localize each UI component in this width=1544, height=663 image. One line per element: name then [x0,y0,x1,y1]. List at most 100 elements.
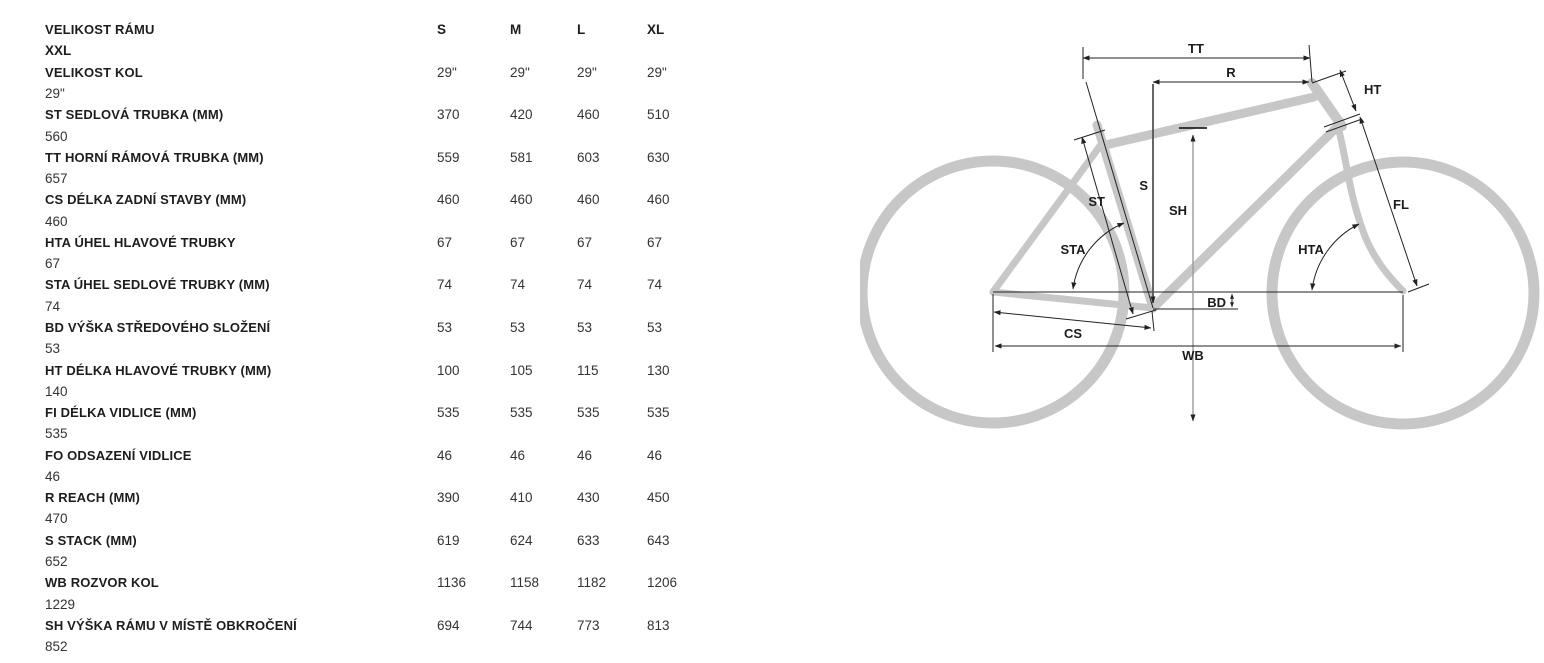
cell-value: 67 [437,234,453,250]
row-label: CS DÉLKA ZADNÍ STAVBY (MM) [45,192,247,208]
cell-value: 74 [437,277,453,293]
cell-value: 652 [45,553,68,569]
cell-value: 390 [437,490,460,506]
cell-value: 852 [45,639,68,655]
cell-value: 535 [577,405,600,421]
table-row: STA ÚHEL SEDLOVÉ TRUBKY (MM) 74 74 74 74 74 [45,274,845,317]
cell-value: 460 [577,107,600,123]
cell-value: 460 [577,192,600,208]
cs-tick-right [1151,310,1155,332]
cell-value: 581 [510,149,533,165]
table-row: TT HORNÍ RÁMOVÁ TRUBKA (MM) 559 581 603 630 6… [45,147,845,190]
size-column-header-l: L [577,22,586,38]
table-row: S STACK (MM) 619 624 633 643 652 [45,530,845,573]
label-cs: CS [1064,326,1082,341]
label-r: R [1226,65,1236,80]
cell-value: 773 [577,617,600,633]
cell-value: 559 [437,149,460,165]
row-label: VELIKOST KOL [45,64,143,80]
cell-value: 510 [647,107,670,123]
tt-extension-right [1308,44,1313,83]
label-st: ST [1088,194,1105,209]
cell-value: 46 [647,447,663,463]
cell-value: 1182 [577,575,607,591]
geometry-table-rows: VELIKOST KOL 29" 29" 29" 29" 29" ST SEDLOVÁ TR… [45,62,845,658]
ht-tick-top [1311,70,1347,84]
cell-value: 74 [577,277,593,293]
cell-value: 460 [510,192,533,208]
cell-value: 694 [437,617,460,633]
cell-value: 53 [510,319,526,335]
table-row: BD VÝŠKA STŘEDOVÉHO SLOŽENÍ 53 53 53 53 53 [45,317,845,360]
cell-value: 105 [510,362,533,378]
dimension-group [992,44,1430,422]
cell-value: 619 [437,532,460,548]
cell-value: 46 [45,468,61,484]
table-row: R REACH (MM) 390 410 430 450 470 [45,487,845,530]
row-label: ST SEDLOVÁ TRUBKA (MM) [45,107,224,123]
cell-value: 630 [647,149,670,165]
cell-value: 74 [510,277,526,293]
row-label: FI DÉLKA VIDLICE (MM) [45,405,197,421]
ht-tick-bottom-1 [1323,113,1361,128]
label-fl: FL [1393,197,1409,212]
cell-value: 67 [577,234,593,250]
cell-value: 46 [577,447,593,463]
cell-value: 1158 [510,575,540,591]
cell-value: 67 [647,234,663,250]
cell-value: 460 [647,192,670,208]
row-label: S STACK (MM) [45,532,137,548]
table-header-row: VELIKOST RÁMU S M L XL XXL [45,19,845,62]
cell-value: 53 [437,319,453,335]
cell-value: 115 [577,362,599,378]
size-column-header-xl: XL [647,22,665,38]
cell-value: 633 [577,532,600,548]
frame-group [856,78,1540,430]
cell-value: 29" [45,85,65,101]
cell-value: 560 [45,128,68,144]
fork-length-dimension [1359,116,1418,287]
row-label: STA ÚHEL SEDLOVÉ TRUBKY (MM) [45,277,270,293]
bike-diagram-svg: TT R HT ST S SH FL STA HTA BD CS WB [856,41,1540,430]
size-column-header-xxl: XXL [45,43,72,59]
row-label: TT HORNÍ RÁMOVÁ TRUBKA (MM) [45,149,264,165]
cell-value: 535 [647,405,670,421]
cell-value: 46 [510,447,526,463]
table-row: HT DÉLKA HLAVOVÉ TRUBKY (MM) 100 105 115 130… [45,359,845,402]
cell-value: 130 [647,362,670,378]
cell-value: 813 [647,617,670,633]
cell-value: 140 [45,383,68,399]
cell-value: 100 [437,362,460,378]
cell-value: 460 [45,213,68,229]
row-label: R REACH (MM) [45,490,140,506]
row-label: BD VÝŠKA STŘEDOVÉHO SLOŽENÍ [45,319,271,335]
row-label: HTA ÚHEL HLAVOVÉ TRUBKY [45,234,236,250]
cell-value: 450 [647,490,670,506]
cell-value: 624 [510,532,533,548]
top-tube [1096,92,1319,151]
table-row: VELIKOST KOL 29" 29" 29" 29" 29" [45,62,845,105]
cell-value: 420 [510,107,533,123]
bike-geometry-diagram: TT R HT ST S SH FL STA HTA BD CS WB [856,0,1544,658]
cell-value: 29" [647,64,667,80]
front-axle-tick [1407,283,1430,293]
geometry-table: VELIKOST RÁMU S M L XL XXL VELIKOST KOL 2… [45,19,845,657]
head-tube [1307,78,1347,131]
cell-value: 535 [45,426,68,442]
head-angle-arc [1310,223,1360,291]
cell-value: 67 [45,256,61,272]
label-tt: TT [1188,41,1204,56]
label-wb: WB [1182,348,1204,363]
label-sta: STA [1060,242,1086,257]
cell-value: 370 [437,107,460,123]
cell-value: 29" [437,64,457,80]
cell-value: 643 [647,532,670,548]
row-label: FO ODSAZENÍ VIDLICE [45,447,192,463]
table-row: SH VÝŠKA RÁMU V MÍSTĚ OBKROČENÍ 694 744 773… [45,615,845,658]
row-label: WB ROZVOR KOL [45,575,159,591]
cell-value: 460 [437,192,460,208]
table-header-label: VELIKOST RÁMU [45,22,155,38]
table-row: ST SEDLOVÁ TRUBKA (MM) 370 420 460 510 560 [45,104,845,147]
st-tick-bottom [1125,309,1157,320]
cell-value: 535 [510,405,533,421]
